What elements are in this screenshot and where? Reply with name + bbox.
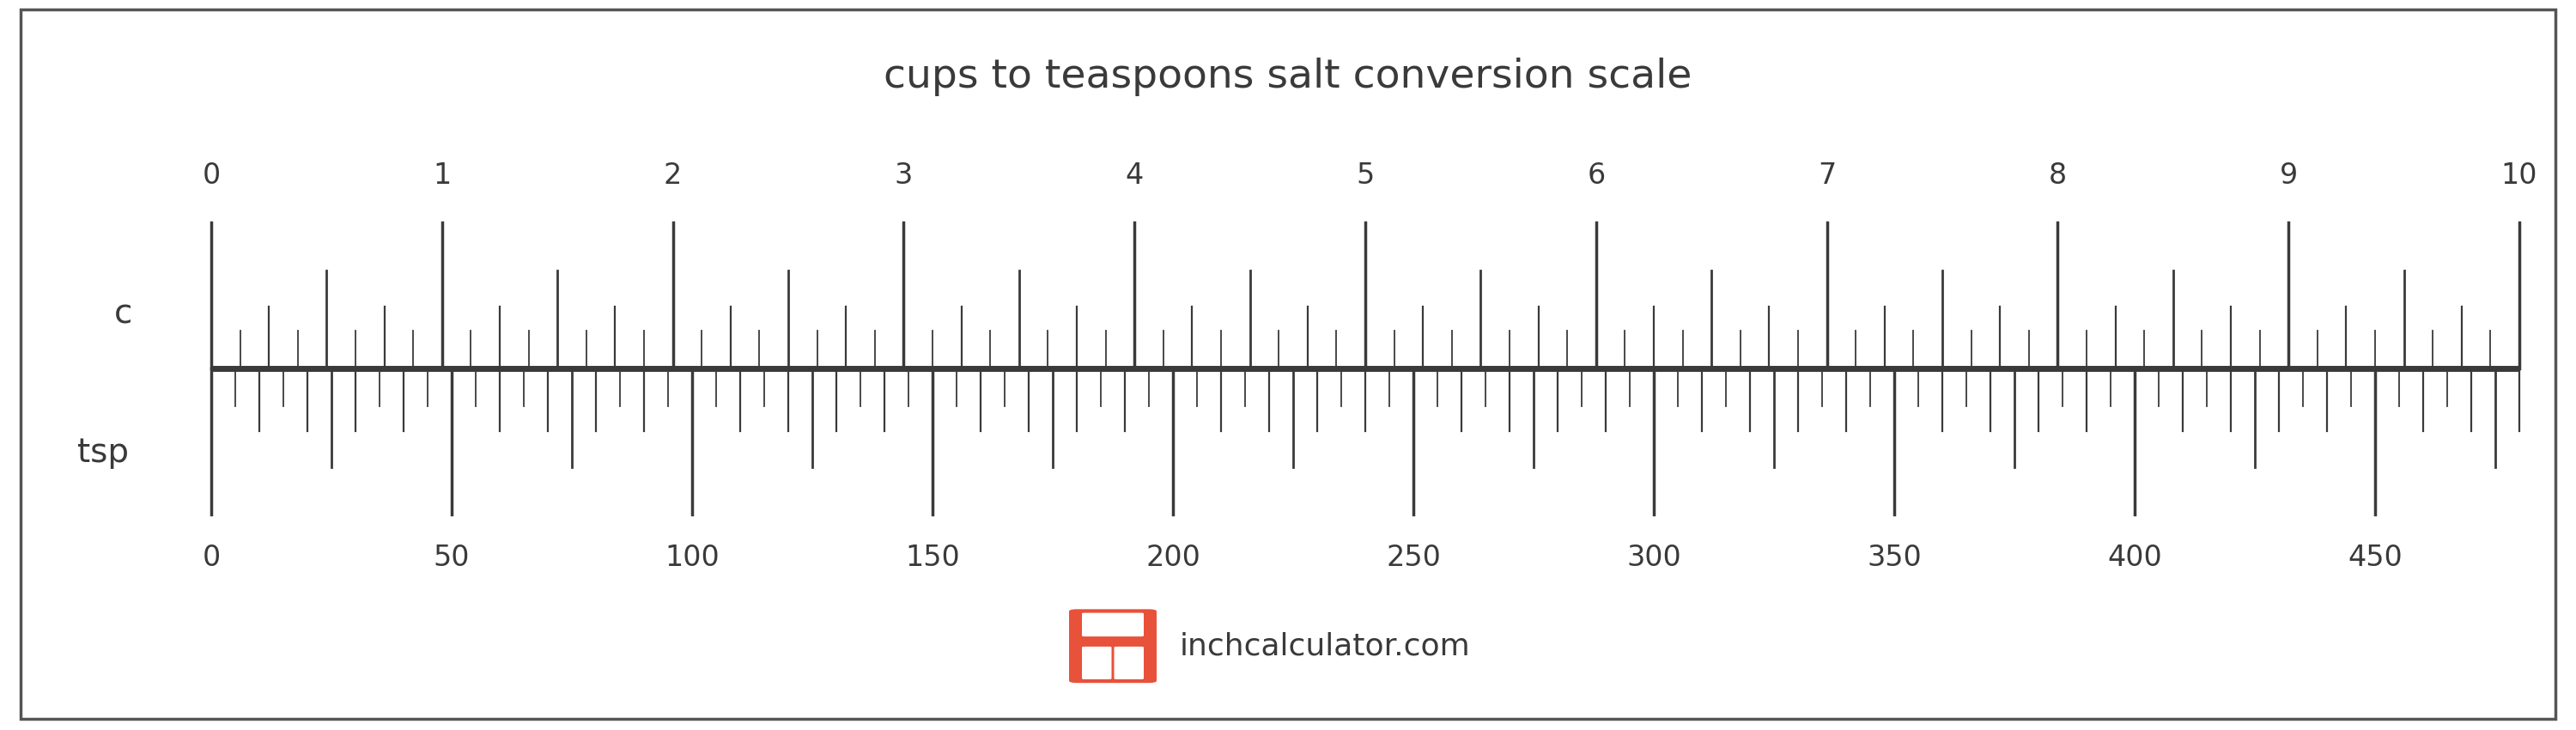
FancyBboxPatch shape <box>1082 647 1113 679</box>
Text: 5: 5 <box>1355 161 1376 190</box>
Text: 7: 7 <box>1819 161 1837 190</box>
Text: 8: 8 <box>2048 161 2066 190</box>
FancyBboxPatch shape <box>1082 613 1144 637</box>
Text: 200: 200 <box>1146 544 1200 572</box>
Text: 3: 3 <box>894 161 912 190</box>
Text: inchcalculator.com: inchcalculator.com <box>1180 631 1471 661</box>
FancyBboxPatch shape <box>1113 647 1144 679</box>
Text: c: c <box>113 298 134 330</box>
Text: 400: 400 <box>2107 544 2161 572</box>
Text: 250: 250 <box>1386 544 1440 572</box>
Text: 50: 50 <box>433 544 469 572</box>
Text: 0: 0 <box>201 544 222 572</box>
Text: 9: 9 <box>2280 161 2298 190</box>
FancyBboxPatch shape <box>1069 609 1157 683</box>
Text: 350: 350 <box>1868 544 1922 572</box>
Text: 150: 150 <box>904 544 961 572</box>
Text: 1: 1 <box>433 161 451 190</box>
Text: 300: 300 <box>1625 544 1682 572</box>
Text: 4: 4 <box>1126 161 1144 190</box>
Text: 450: 450 <box>2347 544 2403 572</box>
Text: cups to teaspoons salt conversion scale: cups to teaspoons salt conversion scale <box>884 58 1692 96</box>
Text: 100: 100 <box>665 544 719 572</box>
Text: 10: 10 <box>2501 161 2537 190</box>
Text: tsp: tsp <box>77 437 129 469</box>
Text: 0: 0 <box>201 161 222 190</box>
Text: 2: 2 <box>665 161 683 190</box>
Text: 6: 6 <box>1587 161 1605 190</box>
